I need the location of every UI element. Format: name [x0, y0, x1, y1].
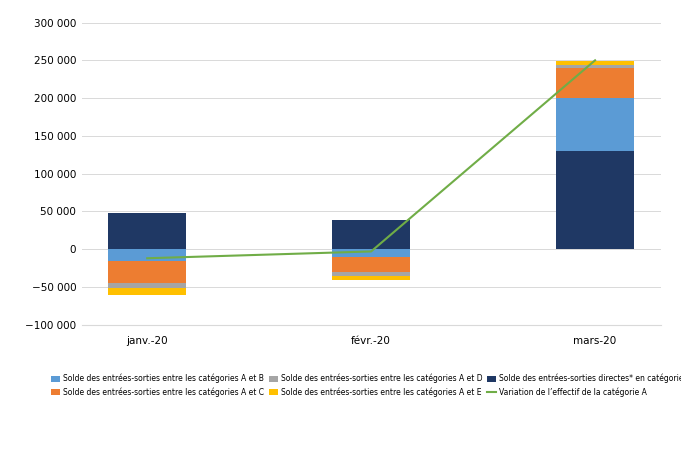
Bar [332, 276, 411, 280]
Bar [556, 68, 634, 98]
Bar [108, 283, 187, 289]
Bar [556, 151, 634, 249]
Bar [332, 249, 411, 257]
Legend: Solde des entrées-sorties entre les catégories A et B, Solde des entrées-sorties: Solde des entrées-sorties entre les caté… [51, 374, 681, 397]
Bar [108, 289, 187, 295]
Bar [108, 261, 187, 283]
Bar [556, 61, 634, 65]
Bar [556, 65, 634, 68]
Bar [332, 272, 411, 276]
Bar [332, 221, 411, 249]
Bar [556, 98, 634, 151]
Bar [108, 249, 187, 261]
Bar [332, 257, 411, 272]
Bar [108, 213, 187, 249]
